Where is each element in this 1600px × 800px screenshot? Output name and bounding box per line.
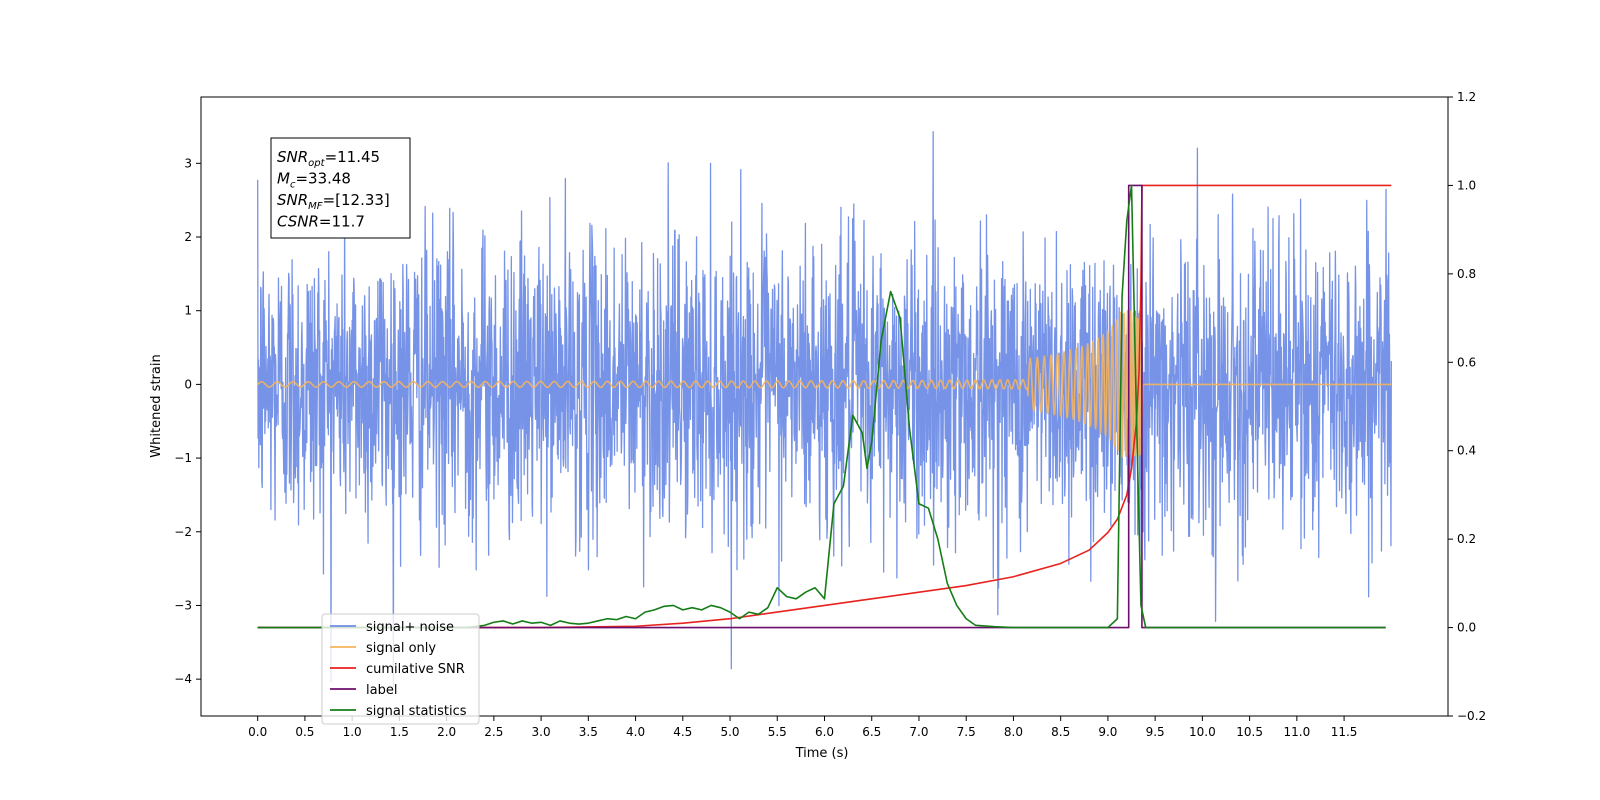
right-y-tick-label: 1.0	[1457, 178, 1476, 192]
info-value: =33.48	[295, 170, 351, 188]
info-value: =[12.33]	[323, 191, 390, 209]
x-tick-label: 4.5	[673, 725, 692, 739]
info-symbol: M	[277, 170, 290, 188]
x-tick-label: 9.0	[1098, 725, 1117, 739]
x-tick-label: 11.5	[1331, 725, 1358, 739]
x-axis-ticks: 0.0 0.5 1.0 1.5 2.0 2.5 3.0 3.5 4.0 4.5 5.0 5.5 6.0 6…	[248, 716, 1357, 739]
plot-area	[257, 130, 1392, 688]
right-y-tick-label: 0.0	[1457, 621, 1476, 635]
x-tick-label: 10.5	[1236, 725, 1263, 739]
info-subscript: MF	[308, 201, 323, 212]
x-tick-label: 1.0	[343, 725, 362, 739]
info-box-line: CSNR=11.7	[277, 213, 365, 231]
x-tick-label: 6.5	[862, 725, 881, 739]
legend-label: signal+ noise	[366, 620, 454, 635]
left-y-tick-label: 0	[184, 377, 192, 391]
legend: signal+ noise signal only cumilative SNR la…	[321, 613, 480, 725]
info-box-line: SNRopt=11.45	[277, 148, 380, 169]
legend-frame	[321, 613, 480, 725]
x-tick-label: 1.5	[390, 725, 409, 739]
x-tick-label: 0.5	[295, 725, 314, 739]
series-line-signal-statistics	[257, 184, 1386, 629]
info-symbol: SNR	[277, 191, 308, 209]
x-tick-label: 10.0	[1189, 725, 1216, 739]
x-tick-label: 8.0	[1004, 725, 1023, 739]
x-tick-label: 9.5	[1146, 725, 1165, 739]
legend-label: signal statistics	[366, 704, 467, 719]
info-subscript: c	[290, 180, 296, 191]
left-y-tick-label: −2	[174, 525, 192, 539]
right-y-tick-label: 0.4	[1457, 444, 1476, 458]
series-line-signal-only	[257, 309, 1392, 459]
right-y-tick-label: 0.6	[1457, 355, 1476, 369]
x-tick-label: 7.0	[909, 725, 928, 739]
info-symbol: CSNR	[277, 213, 319, 231]
legend-label: cumilative SNR	[366, 662, 465, 677]
x-tick-label: 8.5	[1051, 725, 1070, 739]
right-y-axis-ticks: −0.2 0.0 0.2 0.4 0.6 0.8 1.0 1.2	[1448, 90, 1486, 723]
x-tick-label: 0.0	[248, 725, 267, 739]
legend-label: label	[366, 683, 397, 698]
left-y-tick-label: 2	[184, 230, 192, 244]
left-y-tick-label: −3	[174, 598, 192, 612]
series-line-signal-noise	[257, 130, 1392, 688]
x-tick-label: 7.5	[957, 725, 976, 739]
right-y-tick-label: 0.8	[1457, 267, 1476, 281]
info-value: =11.7	[319, 213, 365, 231]
right-y-tick-label: −0.2	[1457, 709, 1486, 723]
x-tick-label: 3.0	[532, 725, 551, 739]
left-y-tick-label: −1	[174, 451, 192, 465]
info-box: SNRopt=11.45Mc=33.48SNRMF=[12.33]CSNR=11…	[270, 137, 411, 239]
x-tick-label: 6.0	[815, 725, 834, 739]
x-axis-label: Time (s)	[795, 746, 849, 761]
info-symbol: SNR	[277, 148, 308, 166]
x-tick-label: 4.0	[626, 725, 645, 739]
left-y-axis-ticks: −4 −3 −2 −1 0 1 2 3	[174, 156, 201, 686]
x-tick-label: 3.5	[579, 725, 598, 739]
info-box-line: SNRMF=[12.33]	[277, 191, 390, 212]
info-value: =11.45	[325, 148, 381, 166]
info-box-frame	[270, 137, 411, 239]
left-y-tick-label: 1	[184, 304, 192, 318]
x-tick-label: 2.0	[437, 725, 456, 739]
left-y-tick-label: −4	[174, 672, 192, 686]
left-y-tick-label: 3	[184, 156, 192, 170]
x-tick-label: 11.0	[1283, 725, 1310, 739]
legend-label: signal only	[366, 641, 436, 656]
x-tick-label: 2.5	[484, 725, 503, 739]
info-subscript: opt	[308, 158, 325, 169]
right-y-tick-label: 1.2	[1457, 90, 1476, 104]
x-tick-label: 5.5	[768, 725, 787, 739]
info-box-line: Mc=33.48	[277, 170, 351, 191]
y-axis-label: Whitened strain	[149, 354, 164, 457]
x-tick-label: 5.0	[720, 725, 739, 739]
series-line-cumilative-snr	[257, 184, 1392, 629]
right-y-tick-label: 0.2	[1457, 532, 1476, 546]
